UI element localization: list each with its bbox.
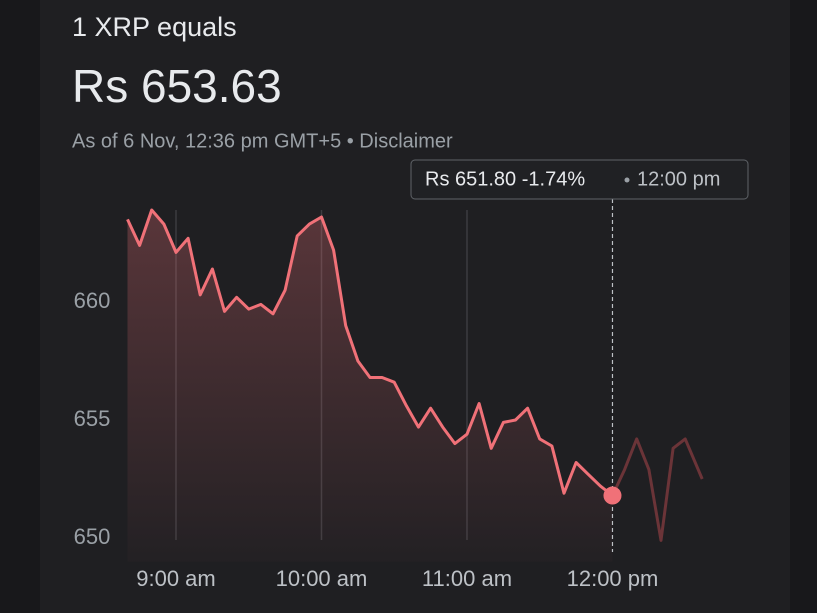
x-tick-label: 12:00 pm [567, 566, 659, 591]
y-tick-label: 650 [74, 524, 111, 549]
line-faded [611, 437, 704, 542]
title: 1 XRP equals [72, 12, 237, 42]
line [126, 208, 614, 497]
tooltip-box [410, 159, 749, 200]
plot: 650 655 660 9:00 am 10:00 am 11:00 am 12:00 pm [74, 199, 704, 591]
price: Rs 653.63 [72, 60, 282, 112]
x-tick-label: 11:00 am [422, 566, 512, 591]
x-tick-label: 9:00 am [136, 566, 216, 591]
tooltip-time: 12:00 pm [637, 168, 720, 190]
y-tick-label: 660 [74, 288, 111, 313]
area [127, 210, 613, 562]
subtitle: As of 6 Nov, 12:36 pm GMT+5 • Disclaimer [72, 130, 453, 152]
tooltip-separator [624, 177, 630, 183]
selected-point [603, 486, 622, 505]
x-tick-label: 10:00 am [276, 566, 368, 591]
y-tick-label: 655 [74, 406, 111, 431]
tooltip-price: Rs 651.80 -1.74% [425, 168, 585, 190]
